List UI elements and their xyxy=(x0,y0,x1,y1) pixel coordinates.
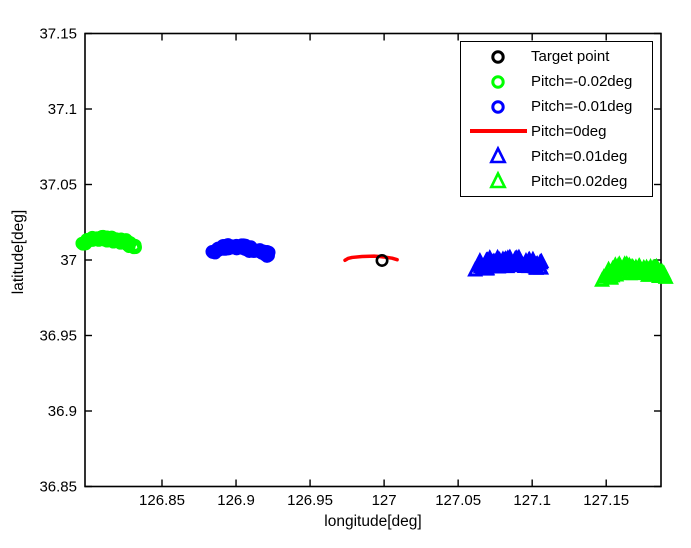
legend-item-pitch-neg-0-02: Pitch=-0.02deg xyxy=(461,70,652,94)
green-triangle-marker-icon xyxy=(489,170,507,189)
legend-item-pitch-0-01: Pitch=0.01deg xyxy=(461,144,652,168)
data-line xyxy=(343,254,399,263)
legend-label: Pitch=-0.02deg xyxy=(531,73,633,91)
legend-item-pitch-0-02: Pitch=0.02deg xyxy=(461,169,652,193)
legend-label: Target point xyxy=(531,48,610,66)
legend-item-pitch-neg-0-01: Pitch=-0.01deg xyxy=(461,95,652,119)
y-tick-label: 36.85 xyxy=(39,479,77,496)
series-pitch-0deg xyxy=(343,254,399,263)
green-circle-marker-icon xyxy=(491,74,505,89)
x-tick-label: 127.05 xyxy=(435,492,481,509)
series-pitch-0-01deg xyxy=(205,238,276,263)
legend-label: Pitch=-0.01deg xyxy=(531,98,633,116)
legend-label: Pitch=0.01deg xyxy=(531,147,628,165)
data-point xyxy=(532,253,549,269)
y-tick-label: 37.15 xyxy=(39,26,77,43)
x-tick-label: 126.9 xyxy=(217,492,255,509)
series-pitch-0-02deg xyxy=(594,255,674,287)
y-axis-label: latitude[deg] xyxy=(10,209,27,295)
red-line-marker-icon xyxy=(470,129,527,134)
x-tick-label: 127.1 xyxy=(513,492,551,509)
y-tick-label: 37 xyxy=(60,252,77,269)
target-point-circle-icon xyxy=(491,50,505,64)
blue-triangle-marker-icon xyxy=(489,145,507,164)
legend-item-pitch-0: Pitch=0deg xyxy=(461,119,652,143)
target-point-marker xyxy=(375,253,389,267)
y-tick-label: 36.95 xyxy=(39,328,77,345)
x-axis-label: longitude[deg] xyxy=(324,513,422,530)
x-tick-label: 126.85 xyxy=(139,492,185,509)
series-target-point xyxy=(375,253,389,267)
legend-label: Pitch=0.02deg xyxy=(531,172,628,190)
series-pitch-0-02deg xyxy=(75,229,142,255)
x-tick-label: 126.95 xyxy=(287,492,333,509)
data-point xyxy=(652,262,669,279)
x-tick-label: 127.15 xyxy=(583,492,629,509)
legend: Target point Pitch=-0.02deg Pitch=-0.01d… xyxy=(460,41,653,197)
series-pitch-0-01deg xyxy=(467,248,550,277)
blue-circle-marker-icon xyxy=(491,99,505,114)
legend-label: Pitch=0deg xyxy=(531,122,607,140)
x-tick-label: 127 xyxy=(372,492,397,509)
y-tick-label: 36.9 xyxy=(48,403,77,420)
legend-item-target-point: Target point xyxy=(461,45,652,69)
data-point xyxy=(260,249,274,263)
y-tick-label: 37.1 xyxy=(48,101,77,118)
y-tick-label: 37.05 xyxy=(39,177,77,194)
data-point xyxy=(127,240,141,255)
